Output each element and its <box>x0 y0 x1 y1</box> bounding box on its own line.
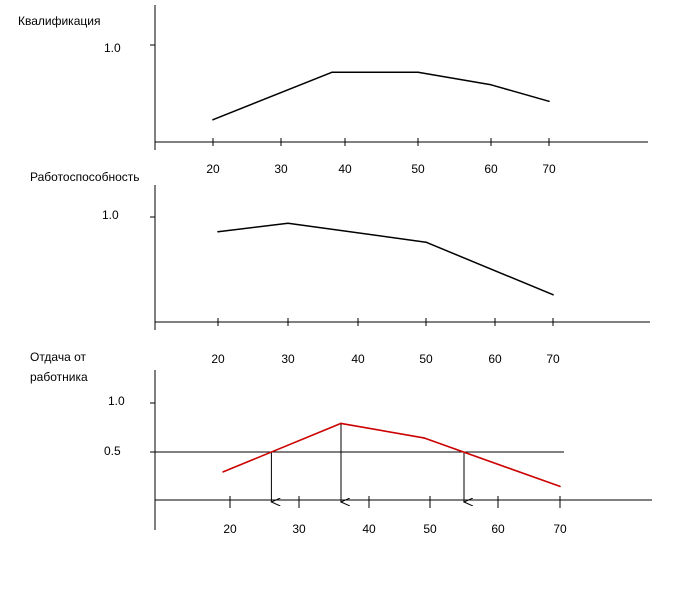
panel1-series-line <box>212 71 550 121</box>
panel3-ytick-label-1: 1.0 <box>108 394 125 408</box>
panel-qualification: Квалификация 1.0 20 30 40 50 60 70 <box>18 5 648 176</box>
panel2-xtick-label-40: 40 <box>351 352 365 366</box>
panel-worker-output: Отдача от работника 1.0 0.5 20 30 40 50 60 70 <box>30 350 652 536</box>
panel3-xtick-label-50: 50 <box>423 522 437 536</box>
panel3-point-0 <box>222 471 224 473</box>
panel1-point-3 <box>490 83 492 86</box>
panel2-series-line <box>217 222 554 296</box>
panel3-ylabel-line1: Отдача от <box>30 350 87 364</box>
panel3-point-2 <box>423 437 425 439</box>
panel2-point-1 <box>287 222 289 225</box>
panel2-ylabel: Работоспособность <box>30 170 140 184</box>
panel2-ytick-label: 1.0 <box>102 208 119 222</box>
panel3-point-1 <box>340 422 342 425</box>
panel1-ylabel: Квалификация <box>18 14 100 28</box>
panel3-ytick-label-05: 0.5 <box>104 444 121 458</box>
panel1-point-1 <box>331 71 334 73</box>
panel1-xtick-label-50: 50 <box>411 162 425 176</box>
panel1-point-0 <box>212 118 214 121</box>
panel3-xtick-label-20: 20 <box>223 522 237 536</box>
panel1-point-2 <box>417 71 419 73</box>
panel1-xtick-label-20: 20 <box>206 162 220 176</box>
panel1-xtick-label-60: 60 <box>484 162 498 176</box>
panel2-point-2 <box>425 241 427 243</box>
panel2-point-0 <box>217 230 219 233</box>
panel2-xtick-label-20: 20 <box>211 352 225 366</box>
panel2-xtick-label-50: 50 <box>419 352 433 366</box>
panel1-ytick-label: 1.0 <box>104 41 121 55</box>
panel2-xtick-label-70: 70 <box>546 352 560 366</box>
panel1-xtick-label-70: 70 <box>542 162 556 176</box>
panel3-ylabel-line2: работника <box>30 370 88 384</box>
panel-work-capacity: Работоспособность 1.0 20 30 40 50 60 70 <box>30 170 650 366</box>
panel1-xtick-label-30: 30 <box>274 162 288 176</box>
panel3-xtick-label-70: 70 <box>553 522 567 536</box>
panel3-point-3 <box>559 485 561 488</box>
panel1-xtick-label-40: 40 <box>338 162 352 176</box>
panel2-point-3 <box>552 293 554 296</box>
panel3-series-line <box>222 422 561 488</box>
panel1-point-4 <box>548 100 550 103</box>
panel3-xtick-label-30: 30 <box>292 522 306 536</box>
panel3-xtick-label-60: 60 <box>491 522 505 536</box>
panel2-xtick-label-30: 30 <box>281 352 295 366</box>
panel3-xtick-label-40: 40 <box>362 522 376 536</box>
panel2-xtick-label-60: 60 <box>488 352 502 366</box>
